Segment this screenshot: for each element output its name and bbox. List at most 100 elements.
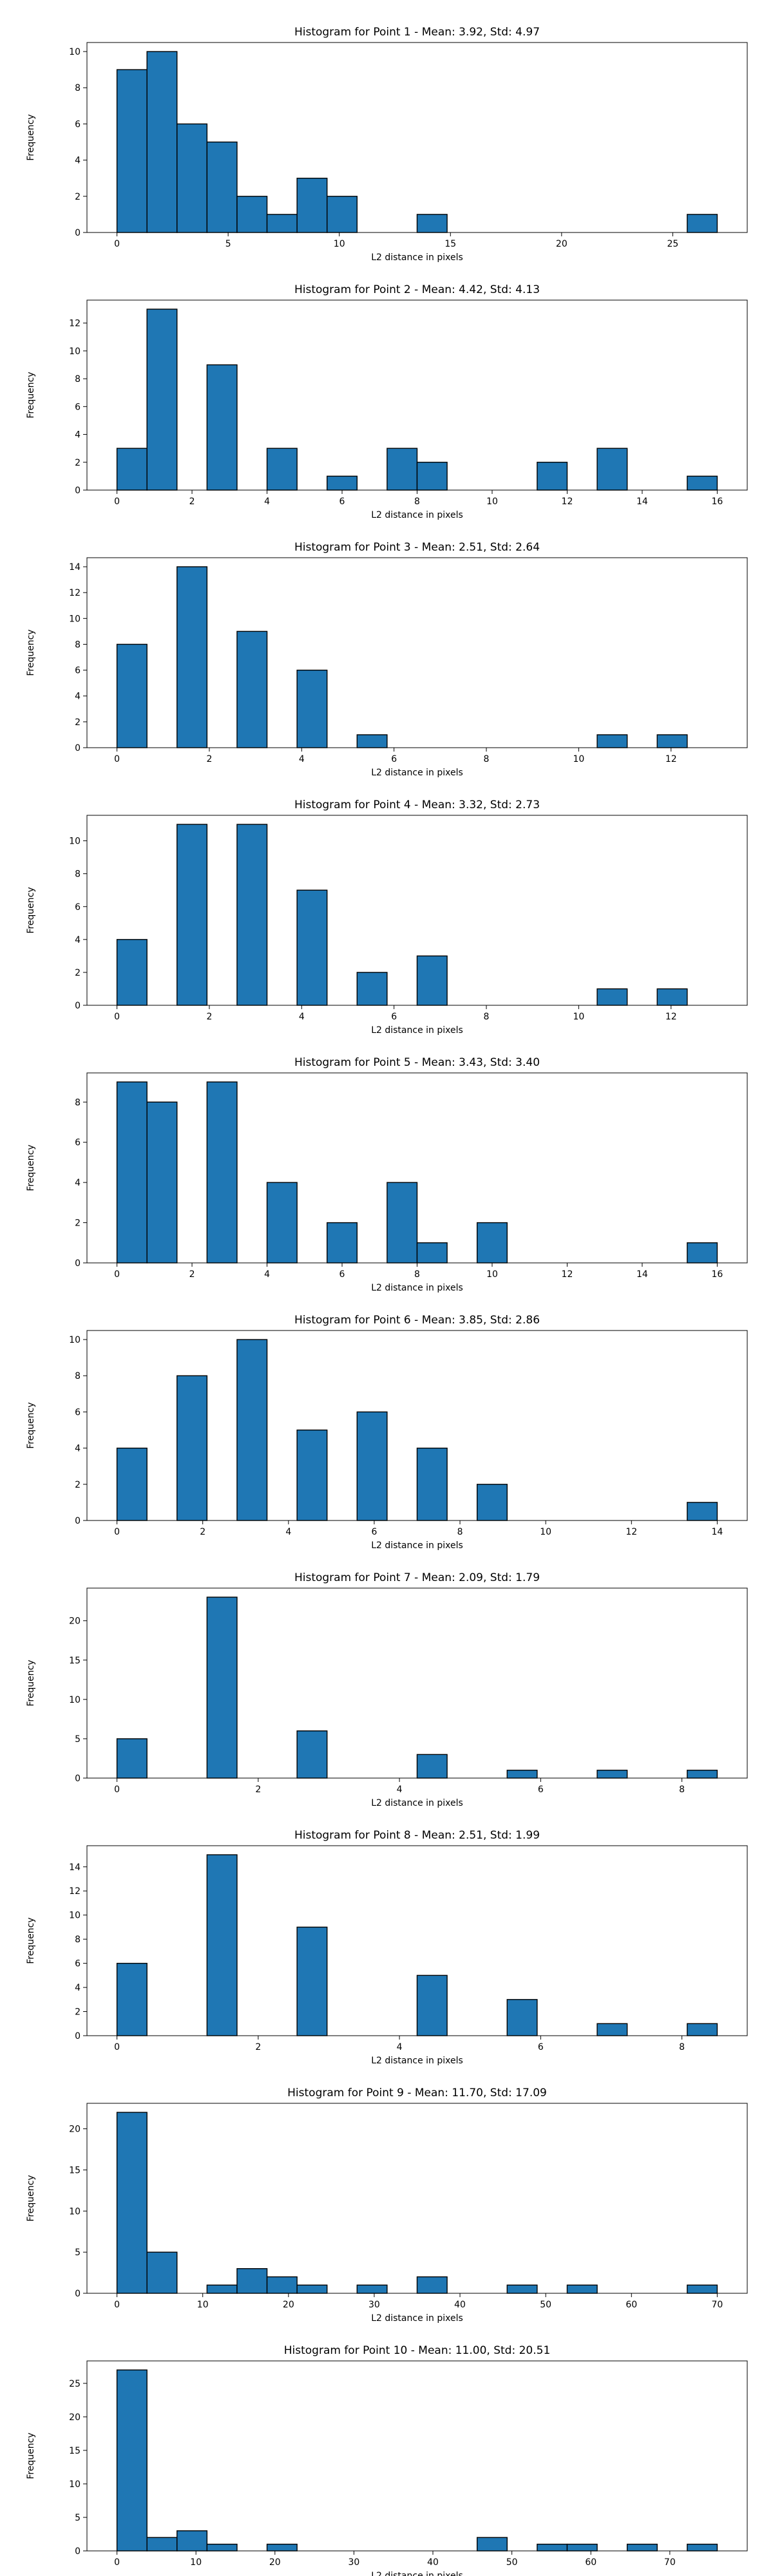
- y-tick-label: 0: [75, 1258, 81, 1269]
- axes-frame: [86, 557, 748, 748]
- y-tick-label: 4: [75, 1444, 81, 1454]
- y-tick-label: 2: [75, 2007, 81, 2018]
- histogram-bar: [116, 2112, 148, 2294]
- y-tick-label: 10: [69, 1335, 81, 1345]
- y-tick-label: 10: [69, 837, 81, 847]
- y-tick-label: 6: [75, 1407, 81, 1417]
- x-tick-label: 4: [299, 754, 305, 764]
- x-tick-label: 8: [484, 1012, 490, 1022]
- histogram-bar: [386, 448, 418, 491]
- y-tick-label: 4: [75, 692, 81, 702]
- x-tick-label: 40: [454, 2300, 466, 2310]
- x-tick-label: 50: [506, 2557, 518, 2568]
- x-tick-label: 25: [667, 239, 678, 249]
- histogram-bar: [236, 630, 268, 748]
- histogram-bar: [566, 2284, 598, 2294]
- histogram-panel-2: Histogram for Point 2 - Mean: 4.42, Std:…: [26, 283, 748, 520]
- x-tick-label: 0: [114, 239, 120, 249]
- x-tick-label: 40: [427, 2557, 439, 2568]
- x-tick-label: 4: [285, 1527, 291, 1537]
- histogram-bar: [177, 566, 208, 748]
- histogram-bar: [266, 214, 298, 233]
- y-tick-label: 8: [75, 374, 81, 384]
- chart-title: Histogram for Point 8 - Mean: 2.51, Std:…: [294, 1829, 540, 1842]
- x-tick-label: 6: [391, 1012, 397, 1022]
- y-tick-label: 6: [75, 666, 81, 676]
- x-axis-label: L2 distance in pixels: [371, 1025, 463, 1036]
- histogram-bar: [116, 1962, 148, 2036]
- x-tick-label: 2: [255, 1785, 261, 1795]
- y-tick-label: 10: [69, 47, 81, 57]
- x-tick-label: 60: [585, 2557, 596, 2568]
- y-tick-label: 2: [75, 1480, 81, 1490]
- histogram-bar: [596, 1770, 628, 1779]
- histogram-bar: [236, 824, 268, 1006]
- y-tick-label: 10: [69, 1911, 81, 1921]
- histogram-bar: [416, 1975, 448, 2036]
- axes-frame: [86, 1587, 748, 1779]
- chart-title: Histogram for Point 3 - Mean: 2.51, Std:…: [294, 541, 540, 554]
- histogram-bar: [506, 2284, 538, 2294]
- axes-frame: [86, 2103, 748, 2294]
- x-tick-label: 10: [540, 1527, 551, 1537]
- axes-frame: [86, 815, 748, 1006]
- x-tick-label: 4: [264, 1269, 270, 1280]
- y-tick-label: 4: [75, 1983, 81, 1993]
- x-tick-label: 0: [114, 1785, 120, 1795]
- histogram-bar: [206, 2543, 238, 2552]
- y-tick-label: 2: [75, 458, 81, 468]
- x-tick-label: 2: [200, 1527, 205, 1537]
- x-axis-label: L2 distance in pixels: [371, 2571, 463, 2576]
- histogram-bar: [537, 2543, 568, 2552]
- histogram-bar: [476, 1484, 508, 1521]
- chart-title: Histogram for Point 9 - Mean: 11.70, Std…: [287, 2087, 547, 2099]
- histogram-bar: [206, 2284, 238, 2294]
- x-axis-label: L2 distance in pixels: [371, 510, 463, 520]
- x-axis-label: L2 distance in pixels: [371, 1540, 463, 1551]
- y-tick-label: 8: [75, 83, 81, 93]
- histogram-panel-4: Histogram for Point 4 - Mean: 3.32, Std:…: [26, 799, 748, 1036]
- y-tick-label: 20: [69, 2412, 81, 2423]
- x-tick-label: 4: [397, 1785, 403, 1795]
- histogram-bar: [146, 2537, 178, 2552]
- x-tick-label: 14: [636, 1269, 648, 1280]
- y-tick-label: 2: [75, 968, 81, 978]
- x-tick-label: 5: [225, 239, 231, 249]
- x-tick-label: 30: [368, 2300, 380, 2310]
- histogram-bar: [236, 1339, 268, 1521]
- x-tick-label: 8: [679, 2042, 685, 2052]
- x-tick-label: 70: [711, 2300, 723, 2310]
- histogram-bar: [296, 889, 328, 1006]
- y-tick-label: 5: [75, 2248, 81, 2258]
- x-tick-label: 60: [625, 2300, 637, 2310]
- x-axis-label: L2 distance in pixels: [371, 252, 463, 263]
- histogram-bar: [476, 2537, 508, 2552]
- x-tick-label: 30: [348, 2557, 359, 2568]
- histogram-panel-5: Histogram for Point 5 - Mean: 3.43, Std:…: [26, 1056, 748, 1293]
- x-tick-label: 6: [339, 1269, 345, 1280]
- histogram-bar: [356, 2284, 388, 2294]
- y-tick-label: 8: [75, 1935, 81, 1945]
- x-tick-label: 8: [484, 754, 490, 764]
- histogram-bar: [177, 824, 208, 1006]
- histogram-bar: [476, 1222, 508, 1264]
- y-axis-label: Frequency: [26, 2175, 36, 2221]
- histogram-bar: [416, 2276, 448, 2294]
- histogram-bar: [116, 1447, 148, 1521]
- y-axis-label: Frequency: [26, 2432, 36, 2479]
- x-tick-label: 6: [371, 1527, 377, 1537]
- y-tick-label: 4: [75, 1178, 81, 1188]
- axes-frame: [86, 42, 748, 233]
- x-tick-label: 0: [114, 2557, 120, 2568]
- axes-frame: [86, 299, 748, 491]
- y-tick-label: 6: [75, 119, 81, 129]
- y-tick-label: 15: [69, 2446, 81, 2456]
- y-tick-label: 6: [75, 902, 81, 913]
- x-tick-label: 20: [269, 2557, 281, 2568]
- y-axis-label: Frequency: [26, 114, 36, 160]
- histogram-bar: [116, 2369, 148, 2552]
- y-tick-label: 2: [75, 1218, 81, 1229]
- x-tick-label: 12: [665, 1012, 677, 1022]
- histogram-bar: [296, 669, 328, 748]
- histogram-bar: [537, 462, 568, 491]
